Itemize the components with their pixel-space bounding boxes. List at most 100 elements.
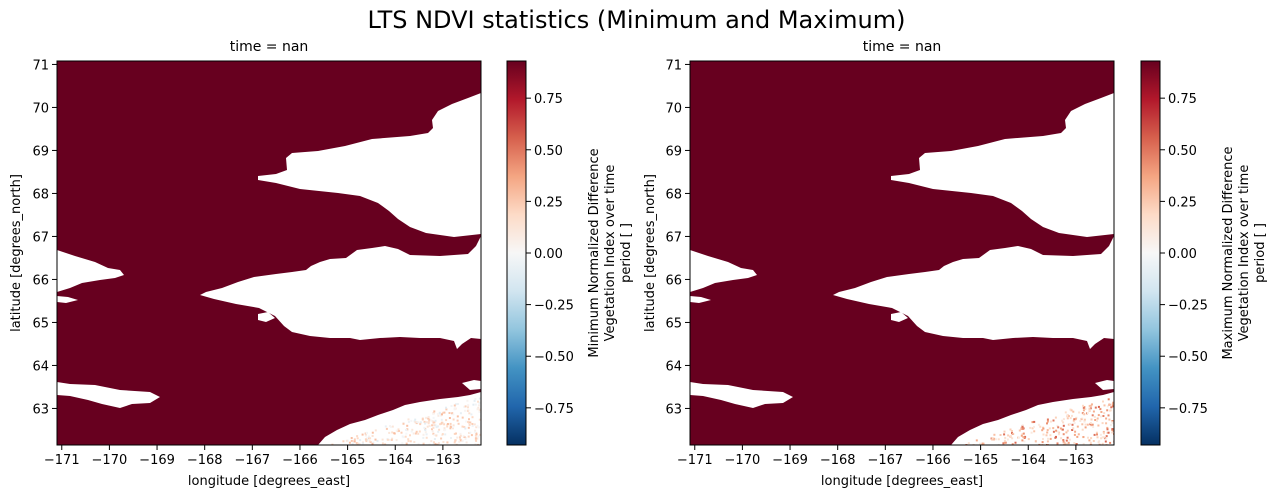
left-ndvi-pixel [409, 434, 411, 437]
right-x-tick-label: −163 [1058, 453, 1094, 468]
left-ndvi-pixel [464, 437, 467, 440]
left-colorbar-tick-label: 0.75 [534, 92, 563, 107]
right-ndvi-pixel [1092, 410, 1095, 413]
right-ndvi-pixel [1060, 437, 1063, 440]
left-ndvi-pixel [455, 432, 457, 435]
left-ndvi-pixel [468, 423, 471, 426]
right-ndvi-pixel [991, 437, 994, 439]
right-ndvi-pixel [1088, 407, 1091, 410]
left-ndvi-pixel [431, 420, 434, 422]
left-ndvi-pixel [459, 412, 462, 415]
left-ndvi-pixel [449, 427, 452, 430]
left-ndvi-pixel [425, 416, 428, 419]
left-ndvi-pixel [478, 409, 481, 412]
right-ndvi-pixel [1103, 404, 1106, 407]
left-ndvi-pixel [365, 438, 368, 441]
left-ndvi-pixel [477, 400, 479, 403]
right-ndvi-pixel [1107, 431, 1110, 434]
right-x-tick-label: −168 [820, 453, 856, 468]
right-ndvi-pixel [1052, 427, 1055, 430]
left-ndvi-pixel [386, 438, 389, 441]
left-ndvi-pixel [381, 438, 384, 441]
left-y-tick-label: 66 [32, 273, 49, 288]
right-ndvi-pixel [1101, 442, 1104, 445]
left-ndvi-pixel [454, 439, 457, 442]
left-ndvi-pixel [359, 439, 362, 442]
right-ndvi-pixel [995, 438, 998, 441]
left-ndvi-pixel [479, 433, 481, 436]
right-ndvi-pixel [1091, 423, 1094, 426]
right-ndvi-pixel [1066, 414, 1069, 417]
right-ndvi-pixel [1065, 442, 1068, 445]
left-map-panel: time = nan −171 −170 −169 −168 −167 −166 −165−… [9, 39, 634, 489]
left-ndvi-pixel [350, 437, 353, 439]
right-ndvi-pixel [1110, 406, 1113, 409]
right-ndvi-pixel [1108, 418, 1111, 421]
left-ndvi-pixel [449, 422, 452, 425]
right-ndvi-pixel [1112, 430, 1114, 433]
left-ndvi-pixel [450, 405, 453, 407]
left-ndvi-pixel [465, 441, 468, 444]
right-colorbar-ticks: −0.75 −0.50 −0.25 0.00 0.25 0.50 0.75 [1160, 92, 1208, 417]
right-ndvi-pixel [1096, 433, 1098, 436]
right-ndvi-pixel [1107, 414, 1110, 417]
left-ndvi-pixel [405, 432, 408, 435]
left-ndvi-pixel [478, 401, 481, 404]
left-ndvi-pixel [471, 424, 474, 427]
left-ndvi-pixel [353, 440, 356, 443]
left-ndvi-pixel [432, 421, 435, 424]
right-ndvi-pixel [1062, 421, 1065, 424]
right-x-axis-label: longitude [degrees_east] [821, 474, 983, 489]
left-ndvi-pixel [342, 440, 345, 443]
right-ndvi-pixel [1042, 438, 1044, 440]
left-x-tick-label: −168 [187, 453, 223, 468]
left-ndvi-pixel [404, 435, 407, 438]
right-ndvi-pixel [1034, 440, 1037, 443]
left-ndvi-pixel [419, 421, 422, 424]
right-ndvi-pixel [1081, 423, 1084, 426]
left-ndvi-pixel [443, 427, 446, 430]
left-ndvi-pixel [361, 442, 364, 445]
right-ndvi-pixel [1082, 436, 1085, 438]
left-ndvi-pixel [462, 435, 465, 438]
right-ndvi-pixel [1105, 435, 1108, 438]
right-ndvi-pixel [1018, 429, 1021, 432]
right-ndvi-pixel [1037, 423, 1040, 426]
right-low-ndvi-pixels [965, 398, 1114, 445]
left-ndvi-pixel [428, 425, 431, 427]
right-colorbar-tick-label: 0.00 [1168, 247, 1197, 262]
left-ndvi-pixel [426, 425, 429, 428]
right-ndvi-pixel [1061, 428, 1064, 431]
left-ndvi-pixel [414, 418, 417, 421]
right-ndvi-pixel [1067, 423, 1070, 426]
right-ndvi-pixel [1021, 424, 1024, 427]
right-y-tick-label: 69 [665, 144, 682, 159]
left-land-north [258, 93, 481, 237]
left-ndvi-pixel [405, 442, 408, 445]
right-ndvi-pixel [1090, 418, 1093, 421]
left-ndvi-pixel [477, 435, 480, 438]
left-y-tick-label: 65 [32, 316, 49, 331]
left-ndvi-pixel [476, 408, 479, 411]
left-ndvi-pixel [388, 431, 391, 434]
left-ndvi-pixel [388, 438, 391, 441]
left-y-tick-label: 67 [32, 230, 49, 245]
right-ndvi-pixel [1073, 418, 1076, 421]
left-ndvi-pixel [435, 443, 438, 445]
left-ndvi-pixel [385, 427, 388, 430]
right-colorbar-tick-label: −0.50 [1168, 350, 1208, 365]
right-x-tick-label: −170 [725, 453, 761, 468]
left-ndvi-pixel [407, 438, 410, 441]
right-y-tick-label: 71 [665, 58, 682, 73]
left-ndvi-pixel [358, 442, 360, 445]
left-ndvi-pixel [461, 416, 464, 419]
left-island-1 [395, 260, 452, 279]
right-ndvi-pixel [1033, 425, 1035, 428]
figure-suptitle: LTS NDVI statistics (Minimum and Maximum… [367, 6, 906, 34]
right-ndvi-pixel [1071, 423, 1074, 426]
right-y-tick-label: 68 [665, 187, 682, 202]
right-x-tick-label: −165 [963, 453, 999, 468]
right-ndvi-pixel [1041, 441, 1044, 444]
left-ndvi-pixel [423, 420, 426, 423]
